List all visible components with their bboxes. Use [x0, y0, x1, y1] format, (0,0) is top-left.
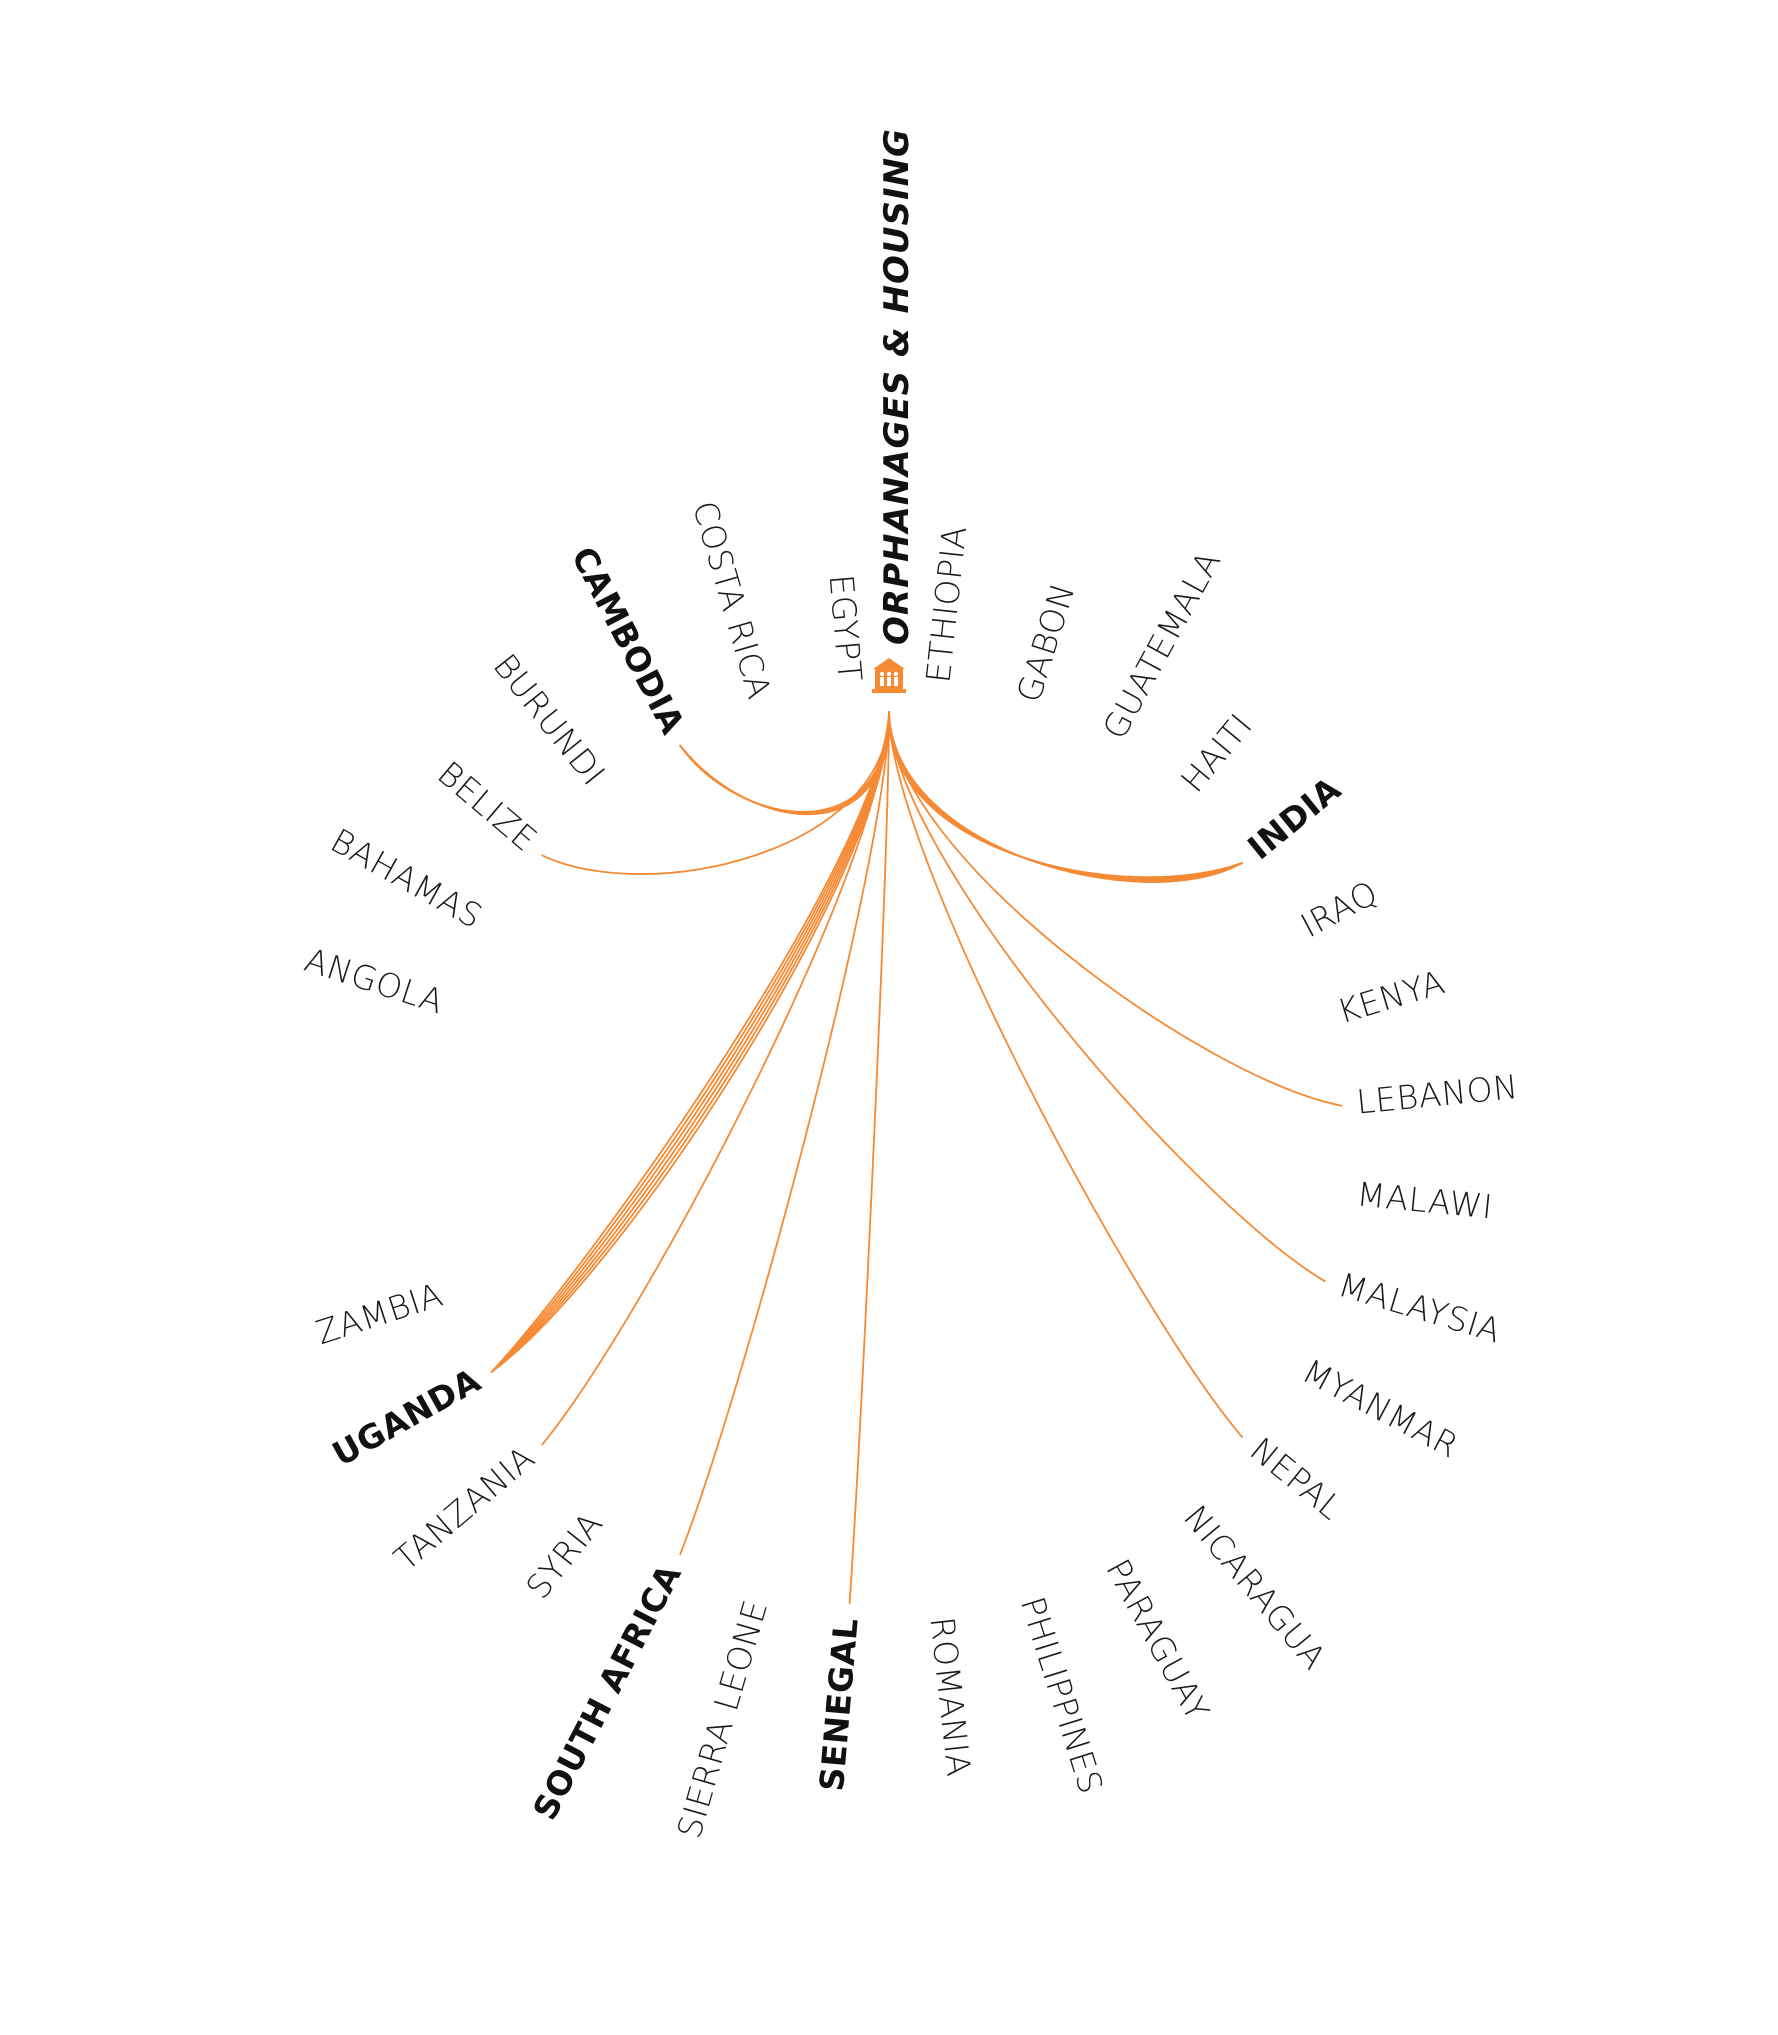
country-label-bahamas: BAHAMAS: [324, 821, 489, 936]
link-nepal-1: [888, 711, 1243, 1438]
country-label-gabon: GABON: [1009, 578, 1083, 706]
country-label-angola: ANGOLA: [300, 940, 449, 1021]
country-label-malawi: MALAWI: [1355, 1174, 1494, 1226]
country-label-ethiopia: ETHIOPIA: [918, 524, 974, 685]
link-india-1: [888, 711, 1243, 879]
country-label-malaysia: MALAYSIA: [1334, 1265, 1506, 1351]
link-group: [490, 711, 1343, 1605]
link-belize-1: [541, 711, 890, 875]
country-label-uganda: UGANDA: [326, 1360, 487, 1473]
country-label-kenya: KENYA: [1333, 962, 1449, 1031]
link-india-2: [888, 711, 1243, 880]
country-label-belize: BELIZE: [430, 754, 544, 859]
country-label-tanzania: TANZANIA: [387, 1438, 543, 1578]
country-label-senegal: SENEGAL: [812, 1616, 866, 1792]
country-label-nepal: NEPAL: [1243, 1430, 1350, 1528]
link-cambodia-3: [679, 711, 890, 816]
country-label-paraguay: PARAGUAY: [1098, 1553, 1217, 1728]
link-lebanon-1: [888, 711, 1343, 1107]
country-label-cambodia: CAMBODIA: [564, 540, 693, 740]
link-india-5: [888, 711, 1243, 883]
country-label-guatemala: GUATEMALA: [1095, 544, 1229, 745]
country-label-haiti: HAITI: [1173, 706, 1260, 800]
link-uganda-1: [490, 711, 890, 1373]
country-label-nicaragua: NICARAGUA: [1176, 1498, 1334, 1677]
country-label-syria: SYRIA: [518, 1505, 610, 1607]
country-label-zambia: ZAMBIA: [311, 1275, 447, 1352]
country-label-group: ANGOLABAHAMASBELIZEBURUNDICAMBODIACOSTA …: [300, 497, 1520, 1843]
country-label-burundi: BURUNDI: [486, 646, 614, 793]
link-uganda-3: [490, 711, 890, 1373]
link-uganda-5: [490, 711, 890, 1373]
country-label-sierra-leone: SIERRA LEONE: [669, 1596, 775, 1843]
link-malaysia-1: [888, 711, 1326, 1283]
country-label-philippines: PHILIPPINES: [1013, 1592, 1111, 1798]
country-label-costa-rica: COSTA RICA: [685, 497, 779, 704]
link-south-africa-1: [679, 711, 890, 1556]
country-label-egypt: EGYPT: [822, 573, 870, 683]
country-label-romania: ROMANIA: [922, 1615, 978, 1779]
hub-title: ORPHANAGES & HOUSING: [877, 128, 917, 645]
link-uganda-2: [490, 711, 890, 1373]
link-uganda-6: [490, 711, 890, 1373]
link-senegal-1: [848, 711, 890, 1605]
country-label-lebanon: LEBANON: [1355, 1067, 1520, 1122]
link-uganda-4: [490, 711, 890, 1373]
country-label-myanmar: MYANMAR: [1296, 1351, 1465, 1465]
country-label-iraq: IRAQ: [1294, 873, 1384, 946]
country-label-india: INDIA: [1240, 769, 1348, 867]
orphanage-house-icon: [872, 658, 906, 693]
